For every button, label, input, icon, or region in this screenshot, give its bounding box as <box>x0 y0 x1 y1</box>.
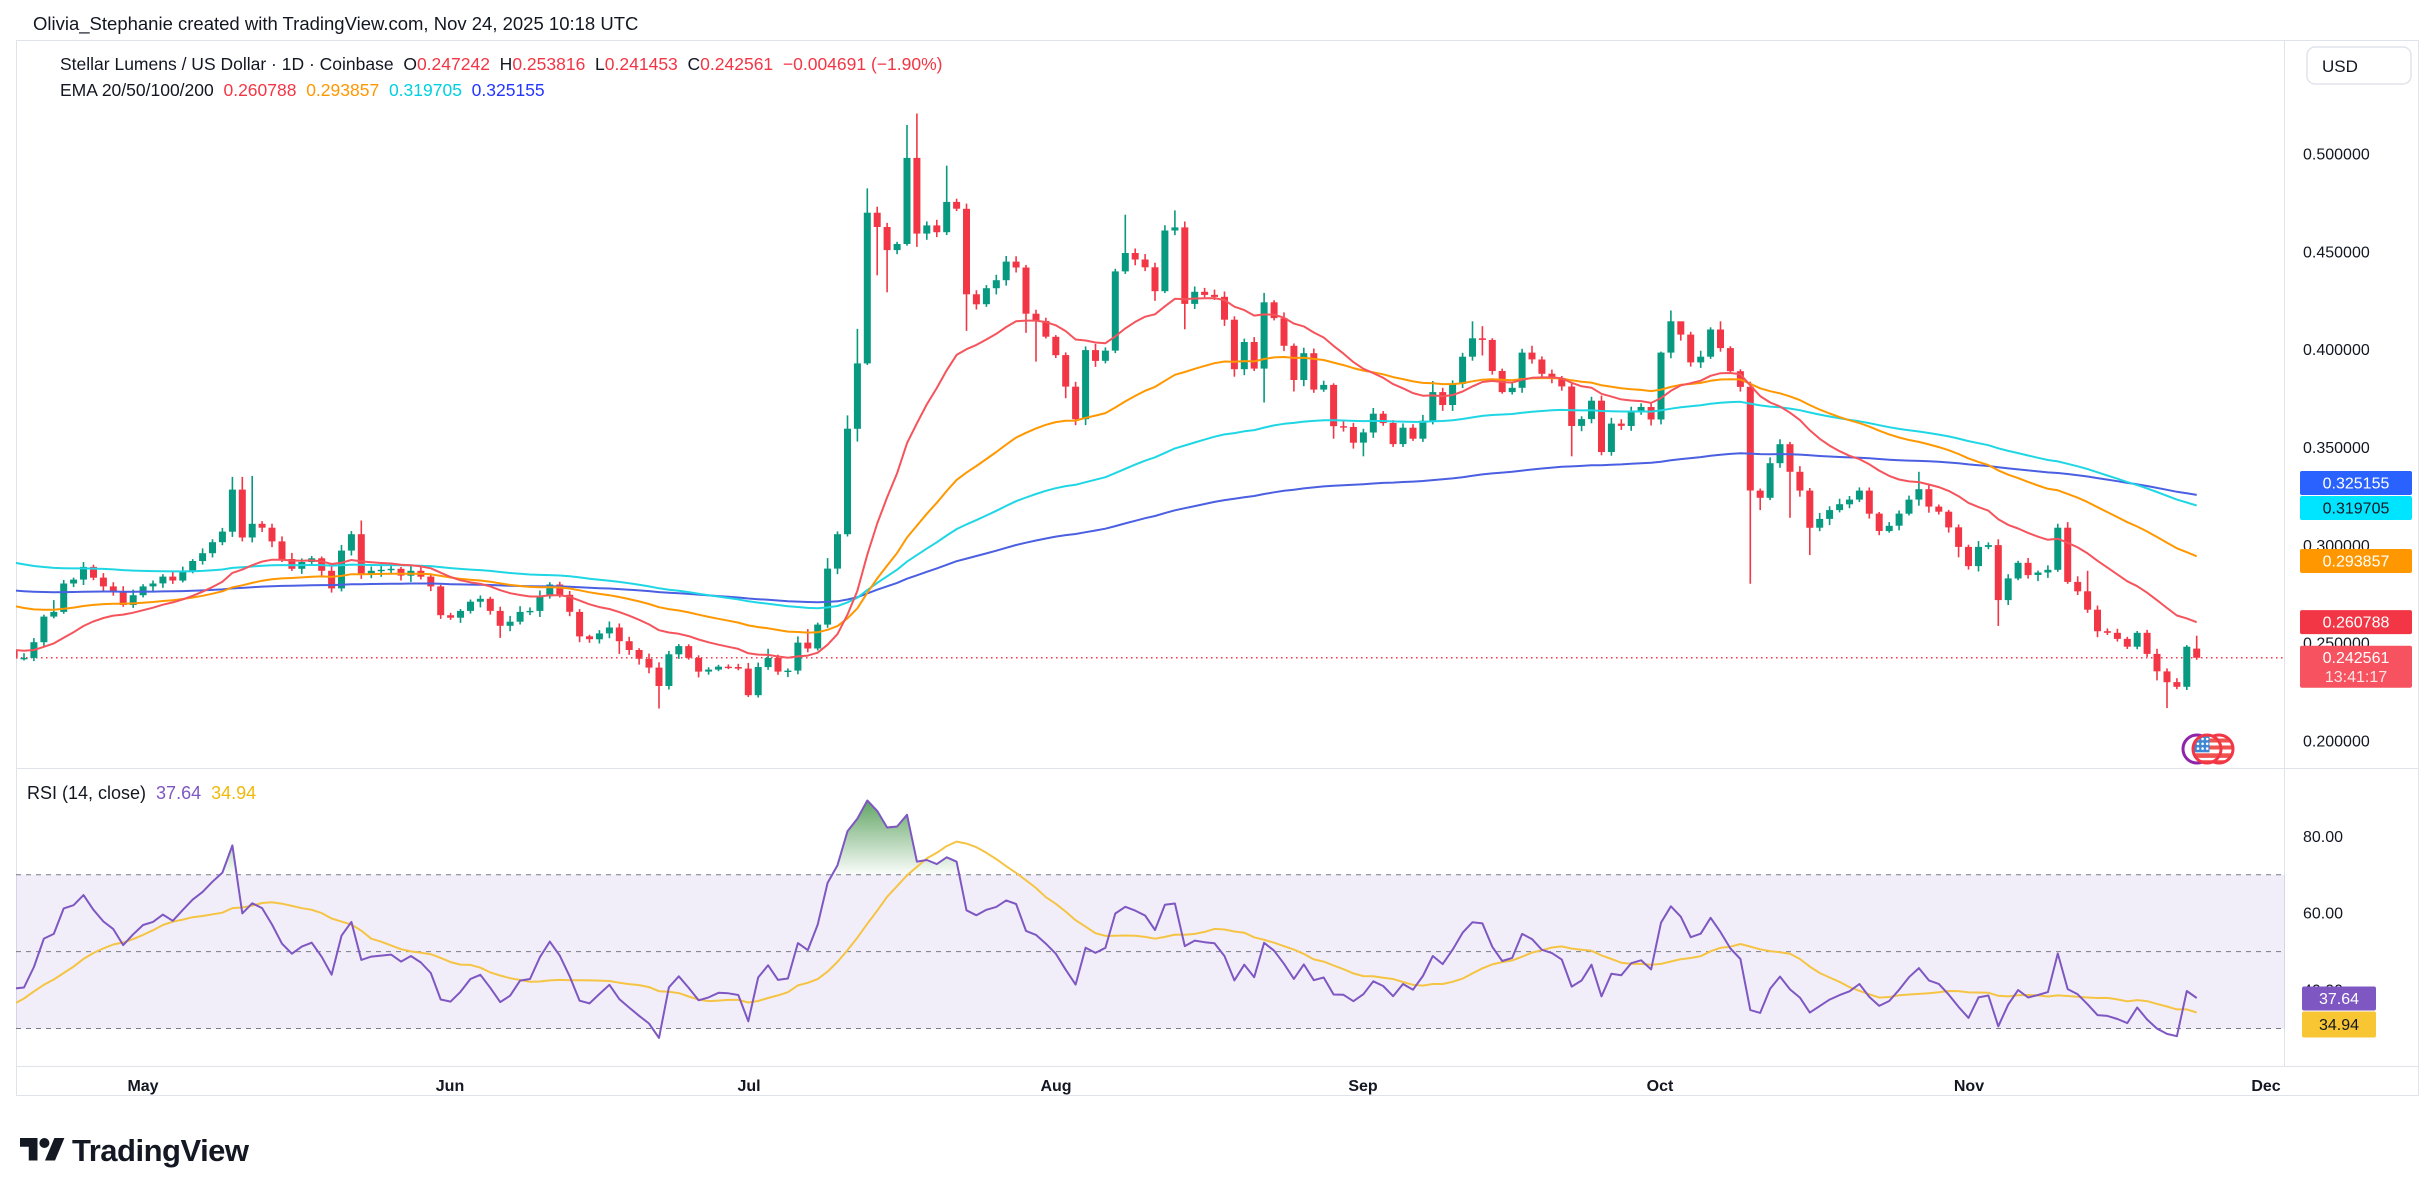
svg-text:RSI (14, close) 37.64 34.94: RSI (14, close) 37.64 34.94 <box>27 783 256 803</box>
svg-text:0.400000: 0.400000 <box>2303 342 2370 359</box>
svg-text:Aug: Aug <box>1040 1078 1071 1095</box>
svg-text:Oct: Oct <box>1647 1078 1674 1095</box>
svg-text:0.260788: 0.260788 <box>2323 615 2390 632</box>
svg-text:Sep: Sep <box>1348 1078 1378 1095</box>
svg-text:80.00: 80.00 <box>2303 829 2343 846</box>
svg-text:Jun: Jun <box>436 1078 464 1095</box>
svg-text:60.00: 60.00 <box>2303 906 2343 923</box>
svg-text:0.350000: 0.350000 <box>2303 440 2370 457</box>
svg-text:EMA 20/50/100/200 0.260788 0: EMA 20/50/100/200 0.260788 0.293857 0.31… <box>60 80 545 100</box>
svg-text:0.500000: 0.500000 <box>2303 147 2370 164</box>
svg-text:Stellar Lumens / US Dollar · 1: Stellar Lumens / US Dollar · 1D · Coinba… <box>60 54 942 74</box>
svg-text:37.64: 37.64 <box>2319 991 2359 1008</box>
svg-text:13:41:17: 13:41:17 <box>2325 669 2387 686</box>
svg-text:TradingView: TradingView <box>72 1133 250 1168</box>
svg-text:Jul: Jul <box>737 1078 760 1095</box>
svg-text:0.200000: 0.200000 <box>2303 734 2370 751</box>
svg-text:0.293857: 0.293857 <box>2323 554 2390 571</box>
svg-text:Nov: Nov <box>1954 1078 1984 1095</box>
svg-text:USD: USD <box>2322 57 2358 76</box>
svg-text:May: May <box>127 1078 158 1095</box>
svg-text:Olivia_Stephanie created with: Olivia_Stephanie created with TradingVie… <box>33 13 638 35</box>
svg-text:0.242561: 0.242561 <box>2323 650 2390 667</box>
svg-text:Dec: Dec <box>2251 1078 2280 1095</box>
svg-text:0.450000: 0.450000 <box>2303 244 2370 261</box>
svg-text:0.325155: 0.325155 <box>2323 476 2390 493</box>
svg-text:34.94: 34.94 <box>2319 1017 2359 1034</box>
svg-text:0.319705: 0.319705 <box>2323 501 2390 518</box>
